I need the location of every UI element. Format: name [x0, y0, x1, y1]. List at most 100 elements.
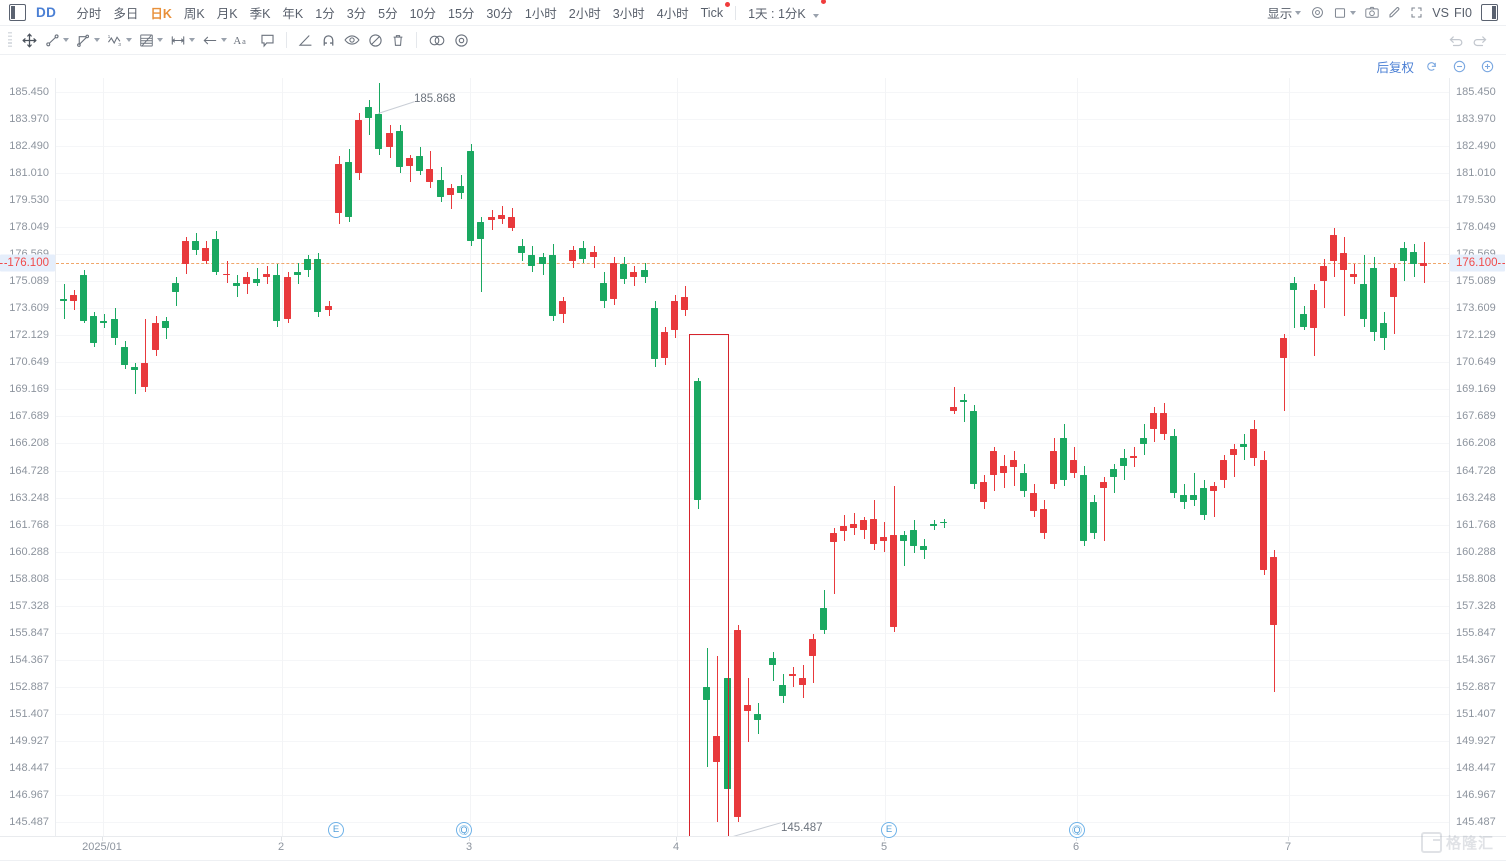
candle-body[interactable]: [121, 346, 128, 365]
candle-body[interactable]: [1330, 235, 1337, 261]
candle-body[interactable]: [610, 262, 617, 300]
candle-body[interactable]: [365, 107, 372, 119]
candle-body[interactable]: [1200, 487, 1207, 515]
candle-body[interactable]: [779, 685, 786, 697]
candle-body[interactable]: [1010, 460, 1017, 468]
magnet-icon[interactable]: [317, 30, 340, 51]
candle-body[interactable]: [1170, 436, 1177, 493]
symbol-label[interactable]: DD: [36, 5, 57, 20]
candle-body[interactable]: [498, 214, 505, 219]
candle-body[interactable]: [447, 187, 454, 195]
tab-10分[interactable]: 10分: [409, 7, 437, 21]
fib-retracement-icon[interactable]: [135, 30, 166, 51]
candle-body[interactable]: [314, 258, 321, 312]
selection-rectangle[interactable]: [689, 334, 729, 836]
candle-body[interactable]: [263, 273, 270, 278]
candle-body[interactable]: [182, 240, 189, 265]
panel-left-icon[interactable]: [9, 4, 26, 21]
lock-disable-icon[interactable]: [364, 30, 387, 51]
candle-body[interactable]: [1300, 313, 1307, 327]
candle-body[interactable]: [80, 275, 87, 322]
zoom-out-icon[interactable]: [1448, 56, 1470, 76]
candle-body[interactable]: [253, 279, 260, 283]
candle-body[interactable]: [681, 297, 688, 311]
tab-1小时[interactable]: 1小时: [524, 7, 557, 21]
candle-body[interactable]: [703, 686, 710, 700]
crosshair-move-icon[interactable]: [18, 30, 41, 51]
candle-body[interactable]: [769, 657, 776, 665]
candle-body[interactable]: [1360, 284, 1367, 320]
candle-body[interactable]: [549, 255, 556, 316]
settings-gear-icon[interactable]: [450, 30, 473, 51]
candle-body[interactable]: [579, 247, 586, 259]
candle-body[interactable]: [1210, 485, 1217, 492]
price-axis-right[interactable]: 185.450 183.970 182.490 181.010 179.530 178.0…: [1450, 78, 1506, 836]
measure-range-icon[interactable]: [166, 30, 198, 51]
comment-bubble-icon[interactable]: [256, 30, 279, 50]
trendline-icon[interactable]: [41, 30, 72, 51]
candle-body[interactable]: [60, 299, 67, 301]
vs-fi-toggle[interactable]: VS FI0: [1427, 4, 1477, 22]
candle-body[interactable]: [1110, 469, 1117, 477]
chart-area[interactable]: 185.450 183.970 182.490 181.010 179.530 178.0…: [0, 78, 1506, 861]
candle-body[interactable]: [294, 271, 301, 276]
candle-body[interactable]: [1190, 494, 1197, 501]
candle-body[interactable]: [1130, 456, 1137, 459]
candle-body[interactable]: [1000, 465, 1007, 473]
tab-1分[interactable]: 1分: [315, 7, 335, 21]
candle-body[interactable]: [528, 255, 535, 267]
tab-30分[interactable]: 30分: [486, 7, 513, 21]
candle-body[interactable]: [1150, 412, 1157, 429]
candle-body[interactable]: [661, 332, 668, 358]
candle-body[interactable]: [1160, 412, 1167, 435]
time-axis[interactable]: 2025/01 2 3 4 5 6 7: [0, 836, 1506, 861]
candle-body[interactable]: [641, 269, 648, 278]
candle-body[interactable]: [1240, 443, 1247, 448]
candle-body[interactable]: [396, 130, 403, 168]
candle-body[interactable]: [1290, 282, 1297, 290]
candle-body[interactable]: [1320, 266, 1327, 281]
event-marker-e[interactable]: E: [881, 822, 897, 838]
tab-tick[interactable]: Tick: [695, 1, 731, 22]
candle-body[interactable]: [1040, 509, 1047, 534]
candle-body[interactable]: [950, 407, 957, 411]
tab-3分[interactable]: 3分: [346, 7, 367, 21]
candle-body[interactable]: [172, 282, 179, 292]
candle-body[interactable]: [1260, 460, 1267, 570]
candle-body[interactable]: [1060, 438, 1067, 481]
candle-body[interactable]: [789, 674, 796, 676]
candle-body[interactable]: [325, 306, 332, 311]
candle-body[interactable]: [1250, 428, 1257, 459]
candle-body[interactable]: [809, 639, 816, 656]
tab-3小时[interactable]: 3小时: [612, 7, 645, 21]
custom-period-selector[interactable]: 1天 : 1分K: [742, 0, 827, 24]
tab-多日[interactable]: 多日: [113, 7, 139, 21]
candle-body[interactable]: [1340, 253, 1347, 270]
candle-body[interactable]: [457, 185, 464, 194]
candle-body[interactable]: [243, 277, 250, 285]
reset-icon[interactable]: [1420, 56, 1442, 76]
candle-body[interactable]: [920, 546, 927, 550]
candle-body[interactable]: [508, 216, 515, 228]
candle-body[interactable]: [467, 150, 474, 241]
candle-body[interactable]: [1390, 268, 1397, 298]
event-marker-q[interactable]: Q: [456, 822, 472, 838]
candle-body[interactable]: [1180, 494, 1187, 503]
trash-icon[interactable]: [387, 30, 409, 51]
candle-body[interactable]: [192, 240, 199, 250]
pencil-icon[interactable]: [1383, 3, 1405, 23]
candle-body[interactable]: [910, 529, 917, 547]
candle-body[interactable]: [744, 705, 751, 711]
candle-body[interactable]: [90, 315, 97, 343]
adjust-mode-label[interactable]: 后复权: [1376, 60, 1414, 75]
layout-menu[interactable]: [1328, 4, 1361, 22]
candle-body[interactable]: [1420, 262, 1427, 267]
candle-body[interactable]: [569, 249, 576, 261]
tab-月K[interactable]: 月K: [216, 7, 238, 21]
candle-body[interactable]: [539, 257, 546, 265]
candle-body[interactable]: [202, 247, 209, 261]
event-marker-q[interactable]: Q: [1069, 822, 1085, 838]
fullscreen-icon[interactable]: [1405, 3, 1427, 23]
camera-icon[interactable]: [1361, 3, 1383, 23]
candle-body[interactable]: [1030, 493, 1037, 512]
